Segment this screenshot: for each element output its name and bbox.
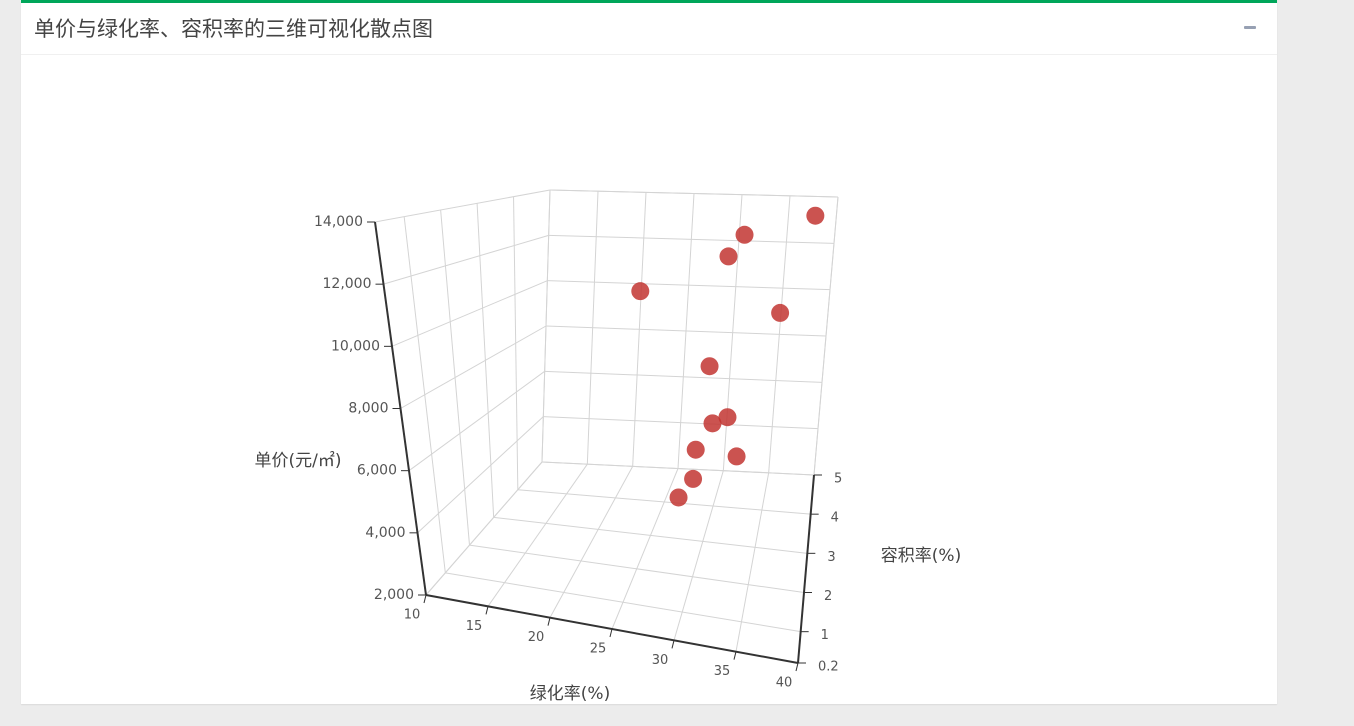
scatter-point[interactable] xyxy=(719,247,738,266)
z-tick-label: 12,000 xyxy=(323,276,372,292)
grid-line xyxy=(391,280,548,347)
y-tick-label: 2 xyxy=(824,589,832,604)
chart-panel: 单价与绿化率、容积率的三维可视化散点图 10 15 20 25 30 35 40 0.2 1 2 3… xyxy=(21,0,1277,704)
scatter-point[interactable] xyxy=(686,440,705,459)
grid-line xyxy=(417,416,544,534)
x-tick xyxy=(733,651,737,660)
x-tick xyxy=(795,662,799,672)
y-axis-line xyxy=(797,474,815,664)
grid-line xyxy=(547,280,831,291)
grid-line xyxy=(549,189,839,198)
grid-line xyxy=(543,416,819,430)
scatter-point[interactable] xyxy=(703,414,722,433)
grid-line xyxy=(425,461,543,596)
panel-title: 单价与绿化率、容积率的三维可视化散点图 xyxy=(34,17,433,41)
scatter-point[interactable] xyxy=(684,469,703,488)
panel-header: 单价与绿化率、容积率的三维可视化散点图 xyxy=(21,3,1277,55)
grid-line xyxy=(487,463,588,607)
x-tick xyxy=(609,628,613,638)
z-tick-label: 6,000 xyxy=(357,463,397,479)
grid-line xyxy=(544,370,823,383)
scatter-point[interactable] xyxy=(631,282,650,301)
grid-line xyxy=(445,572,801,633)
grid-line xyxy=(813,196,839,476)
x-tick xyxy=(423,594,427,604)
scatter-point[interactable] xyxy=(727,447,746,466)
x-tick-label: 15 xyxy=(466,619,483,634)
y-tick-label: 4 xyxy=(831,511,839,526)
grid-line xyxy=(408,370,545,472)
grid-line xyxy=(611,468,679,630)
z-axis-label: 单价(元/㎡) xyxy=(255,451,342,471)
z-tick-label: 14,000 xyxy=(314,214,363,230)
grid-line xyxy=(383,234,549,285)
grid-line xyxy=(541,461,815,476)
x-tick xyxy=(671,640,675,649)
x-tick-label: 20 xyxy=(528,630,545,645)
scatter-point[interactable] xyxy=(700,357,719,376)
grid-line xyxy=(493,516,808,554)
grid-line xyxy=(548,234,835,244)
grid-line xyxy=(517,489,811,515)
z-tick-label: 4,000 xyxy=(365,525,405,541)
scatter-point[interactable] xyxy=(771,303,790,322)
chart-area: 10 15 20 25 30 35 40 0.2 1 2 3 4 5 2,000 4,000 6,000 8,0… xyxy=(21,55,1277,704)
scatter-point[interactable] xyxy=(718,408,737,427)
grid-line xyxy=(735,472,770,652)
x-tick-label: 25 xyxy=(590,642,607,657)
x-tick-label: 10 xyxy=(404,608,421,623)
grid-line xyxy=(469,544,805,593)
y-tick-label: 5 xyxy=(834,472,842,487)
grid-line xyxy=(545,325,827,337)
y-tick-label: 0.2 xyxy=(818,660,839,675)
y-axis-label: 容积率(%) xyxy=(881,546,961,566)
y-tick-label: 3 xyxy=(827,550,835,565)
x-tick-label: 35 xyxy=(714,664,731,679)
scatter-point[interactable] xyxy=(669,488,688,507)
x-tick xyxy=(547,617,551,626)
minus-icon[interactable] xyxy=(1242,17,1258,39)
z-tick-label: 10,000 xyxy=(331,338,380,354)
x-axis-label: 绿化率(%) xyxy=(530,684,610,704)
x-tick-label: 40 xyxy=(776,676,793,691)
grid-line xyxy=(374,189,551,223)
x-tick-label: 30 xyxy=(652,653,669,668)
scatter-point[interactable] xyxy=(806,206,825,225)
y-tick-label: 1 xyxy=(821,628,829,643)
grid-line xyxy=(400,325,547,409)
scatter-point[interactable] xyxy=(735,225,754,244)
z-tick-label: 8,000 xyxy=(348,401,388,417)
grid-line xyxy=(549,466,634,618)
z-tick-label: 2,000 xyxy=(374,587,414,603)
scatter3d-chart[interactable]: 10 15 20 25 30 35 40 0.2 1 2 3 4 5 2,000 4,000 6,000 8,0… xyxy=(21,55,1277,704)
x-tick xyxy=(485,606,489,615)
